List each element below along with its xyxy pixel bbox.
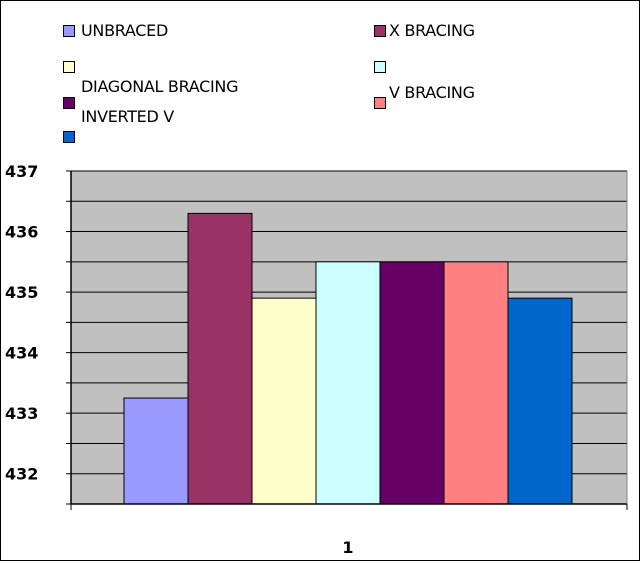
y-tick-label: 435	[5, 283, 38, 302]
legend-swatch-diagonal-bracing	[63, 61, 75, 73]
bar-series-3	[251, 297, 317, 505]
legend-label-unbraced: UNBRACED	[81, 21, 168, 40]
legend-label-inverted-v: INVERTED V	[81, 107, 174, 126]
bar-series-1	[123, 397, 189, 505]
legend-swatch-v-bracing	[374, 97, 386, 109]
y-tick-label: 432	[5, 465, 38, 484]
y-tick-labels: 432 433 434 435 436 437	[5, 162, 38, 484]
legend-label-diagonal-bracing: DIAGONAL BRACING	[81, 77, 239, 96]
legend-label-v-bracing: V BRACING	[389, 83, 475, 102]
bar-series-2	[187, 212, 253, 505]
legend-swatch-x-bracing	[374, 25, 386, 37]
y-tick-label: 437	[5, 162, 38, 181]
bar-series-6	[443, 261, 509, 505]
axes	[66, 170, 628, 510]
y-tick-label: 436	[5, 223, 38, 242]
bar-series-5	[379, 261, 445, 505]
legend-swatch-series-4	[374, 61, 386, 73]
bar-series-4	[315, 261, 381, 505]
x-category-label: 1	[342, 538, 353, 557]
legend-swatch-series-7	[63, 131, 75, 143]
legend-swatch-inverted-v	[63, 97, 75, 109]
legend-swatch-unbraced	[63, 25, 75, 37]
legend-label-x-bracing: X BRACING	[389, 21, 475, 40]
bar-series-7	[507, 297, 573, 505]
legend: UNBRACED X BRACING DIAGONAL BRACING INVE…	[1, 1, 641, 151]
y-tick-label: 433	[5, 404, 38, 423]
y-tick-label: 434	[5, 344, 38, 363]
